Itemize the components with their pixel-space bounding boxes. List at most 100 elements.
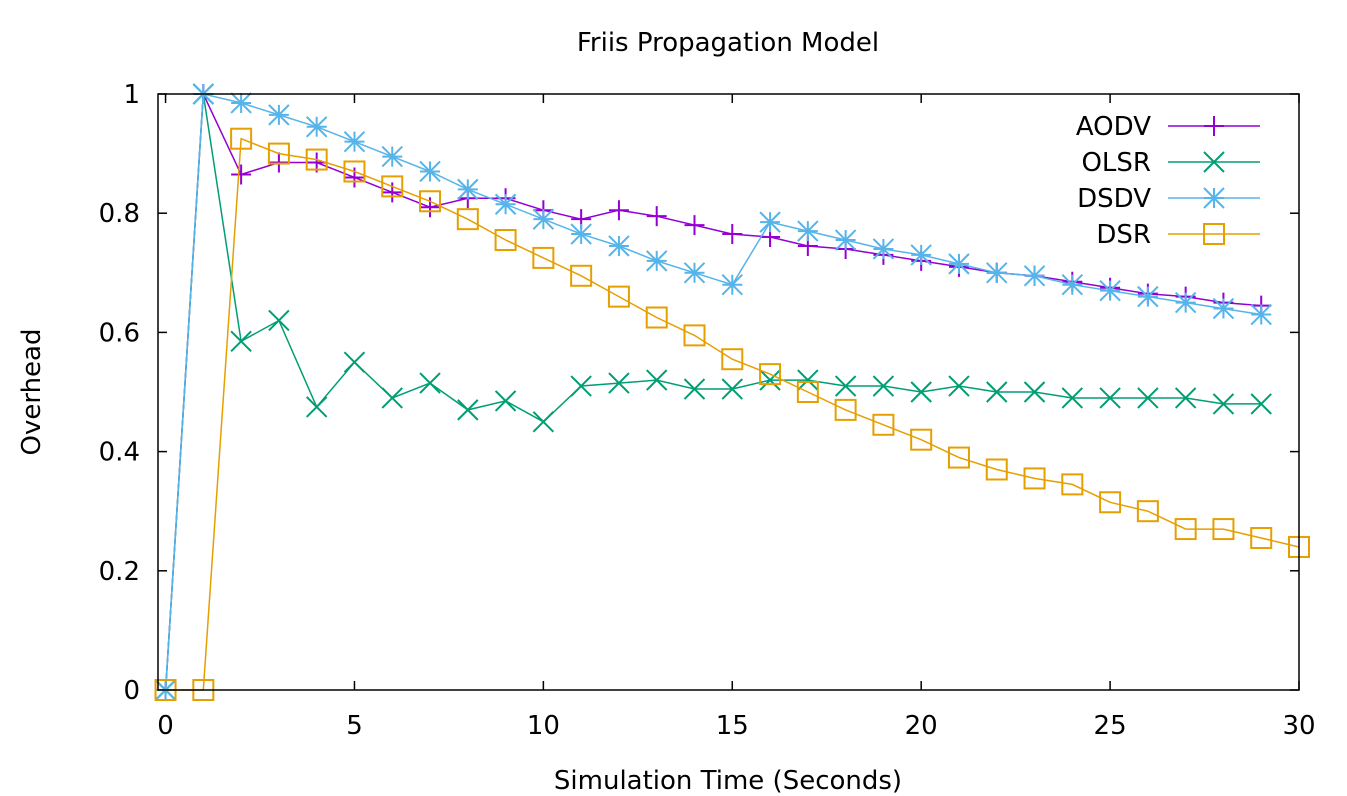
data-point-dsr [947,446,970,469]
data-point-dsr [305,148,328,171]
data-point-dsr [985,458,1008,481]
data-point-olsr [834,375,857,397]
legend-marker [1204,116,1224,136]
data-point-dsdv [1099,279,1121,302]
legend-label: DSDV [1077,184,1151,214]
data-point-dsr [456,208,479,231]
legend-label: AODV [1076,112,1151,142]
data-point-dsdv [721,274,743,296]
data-point-olsr [532,411,555,433]
series-olsr [154,83,1272,701]
data-point-dsdv [494,193,517,215]
data-point-dsdv [1061,274,1084,296]
y-tick-label: 1 [123,80,140,110]
data-point-dsr [834,398,857,421]
series-dsr [154,127,1310,701]
data-point-aodv [420,197,441,218]
chart-title: Friis Propagation Model [577,28,879,58]
data-point-dsr [381,175,404,198]
data-point-dsr [645,306,668,329]
data-point-dsdv [759,211,781,233]
x-tick-label: 10 [527,711,560,741]
data-point-dsdv [305,116,328,138]
x-tick-label: 15 [716,711,749,741]
data-point-dsr [1250,527,1273,550]
data-point-olsr [948,375,970,397]
data-point-olsr [343,351,366,373]
data-point-dsdv [1250,303,1272,326]
series-dsdv [154,83,1272,701]
plot-frame [157,93,1300,691]
data-point-dsr [1212,518,1235,541]
data-point-dsr [1023,467,1046,490]
data-point-olsr [1061,387,1084,409]
data-point-dsr [910,428,933,451]
data-point-olsr [986,381,1008,403]
data-point-olsr [419,372,441,394]
data-point-olsr [608,372,630,394]
data-point-dsr [607,285,630,308]
y-tick-label: 0.4 [99,438,140,468]
data-point-dsdv [797,220,819,242]
x-tick-label: 25 [1094,711,1127,741]
data-point-dsr [1136,500,1159,523]
data-point-dsr [230,127,253,150]
data-point-dsdv [834,229,857,251]
data-point-dsdv [948,253,970,275]
legend-marker [1203,151,1225,173]
data-point-dsdv [1174,291,1197,314]
data-point-olsr [721,378,743,400]
legend-item-aodv: AODV [1076,112,1260,142]
legend-item-dsr: DSR [1096,220,1260,250]
data-point-dsr [683,324,706,347]
data-point-dsr [267,142,290,165]
data-point-aodv [231,164,252,185]
data-point-dsr [1174,518,1197,541]
data-point-dsr [494,229,517,252]
data-point-dsdv [230,92,252,114]
data-point-olsr [570,375,592,397]
y-axis-label: Overhead [17,329,47,456]
legend-marker [1203,187,1225,209]
data-point-dsdv [457,178,479,201]
data-point-dsdv [1023,265,1046,287]
x-tick-label: 20 [905,711,938,741]
data-point-dsdv [381,145,403,168]
data-point-dsr [343,160,366,183]
data-point-olsr [494,390,517,412]
data-point-olsr [1137,387,1159,409]
data-point-aodv [268,152,289,173]
y-tick-label: 0.8 [99,199,140,229]
data-point-dsdv [570,223,592,245]
data-point-aodv [382,182,403,203]
x-tick-label: 5 [346,711,363,741]
data-point-aodv [608,200,629,221]
y-tick-label: 0.6 [99,318,140,348]
data-point-dsdv [872,238,895,260]
data-point-olsr [1099,387,1121,409]
axis-ticks: 00.20.40.60.810 5 10 15 20 25 30 [99,80,1316,741]
y-tick-label: 0 [123,676,140,706]
series-line-dsr [165,137,1300,691]
legend-item-dsdv: DSDV [1077,184,1260,214]
legend-item-olsr: OLSR [1081,148,1260,178]
data-point-olsr [797,369,819,391]
data-point-olsr [305,396,328,418]
y-tick-label: 0.2 [99,557,140,587]
data-point-olsr [683,378,706,400]
data-point-dsr [419,190,442,213]
data-point-olsr [1174,387,1197,409]
data-point-olsr [381,387,403,409]
data-point-dsr [721,348,744,371]
data-point-olsr [759,369,781,391]
data-point-dsdv [343,130,366,153]
data-point-olsr [872,375,895,397]
data-point-aodv [646,206,667,227]
data-point-dsdv [910,244,932,266]
data-point-dsr [532,246,555,269]
data-point-olsr [1212,393,1235,415]
data-point-dsr [1099,491,1122,514]
data-point-aodv [344,167,365,188]
data-point-aodv [684,215,705,236]
